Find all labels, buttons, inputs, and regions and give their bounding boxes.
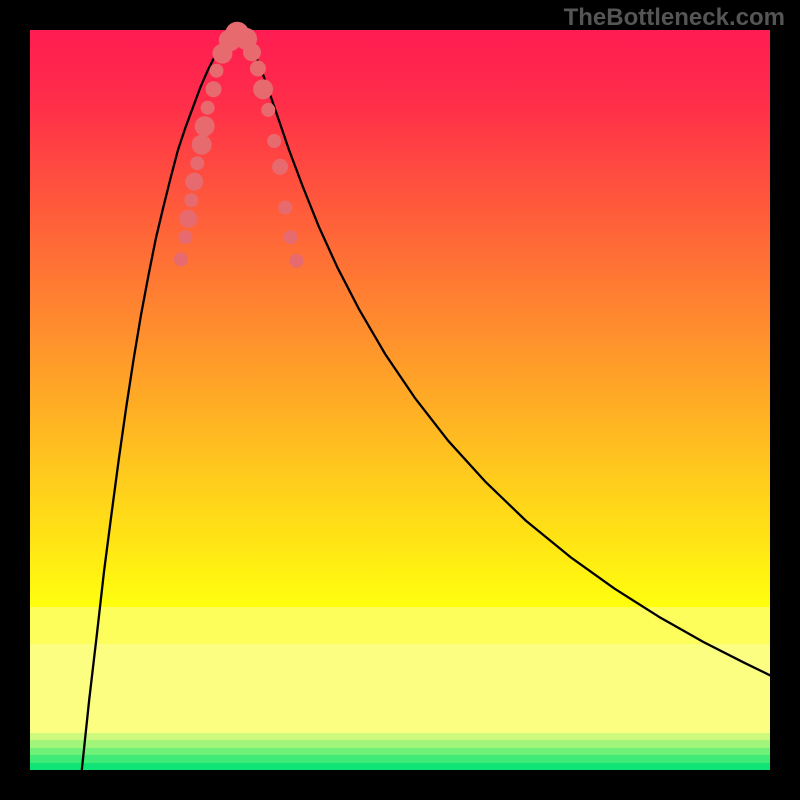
scatter-point [174, 252, 188, 266]
scatter-point [179, 210, 197, 228]
scatter-point [185, 173, 203, 191]
scatter-point [267, 134, 281, 148]
scatter-point [272, 159, 288, 175]
chart-container: TheBottleneck.com [0, 0, 800, 800]
scatter-point [192, 135, 212, 155]
chart-svg [30, 30, 770, 770]
scatter-point [243, 43, 261, 61]
scatter-point [283, 230, 297, 244]
curve-right [237, 31, 770, 675]
scatter-point [184, 193, 198, 207]
scatter-point [261, 103, 275, 117]
scatter-point [201, 101, 215, 115]
scatter-point [250, 60, 266, 76]
scatter-point [278, 201, 292, 215]
scatter-point [253, 79, 273, 99]
scatter-point [178, 230, 192, 244]
watermark: TheBottleneck.com [564, 4, 785, 32]
curve-left [82, 31, 237, 770]
scatter-point [289, 254, 303, 268]
scatter-point [206, 81, 222, 97]
scatter-point [195, 116, 215, 136]
scatter-point [209, 64, 223, 78]
scatter-point [190, 156, 204, 170]
plot-area [30, 30, 770, 770]
